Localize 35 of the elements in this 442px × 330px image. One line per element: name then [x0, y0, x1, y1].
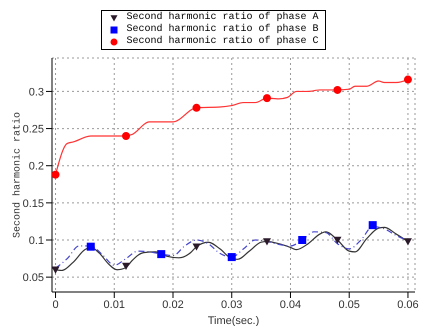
legend-label: Second harmonic ratio of phase C — [126, 36, 319, 48]
legend-label: Second harmonic ratio of phase B — [126, 24, 319, 36]
x-axis-title: Time(sec.) — [208, 315, 260, 327]
point — [298, 236, 306, 244]
x-tick-label: 0 — [52, 298, 59, 311]
point — [368, 221, 377, 230]
point — [404, 76, 412, 84]
y-axis-title: Second harmonic ratio — [12, 112, 24, 238]
y-tick-label: 0.1 — [28, 234, 44, 247]
point — [404, 238, 412, 246]
x-tick-label: 0.06 — [397, 298, 419, 311]
point — [192, 243, 200, 251]
point — [262, 238, 271, 246]
x-tick-label: 0.02 — [162, 298, 184, 311]
point — [262, 94, 271, 102]
point — [122, 132, 130, 140]
x-tick-label: 0.03 — [221, 298, 242, 311]
y-tick-label: 0.05 — [22, 272, 44, 284]
x-tick-label: 0.05 — [338, 298, 360, 311]
x-tick-label: 0.04 — [280, 298, 302, 311]
point — [228, 253, 236, 262]
point — [157, 250, 166, 258]
y-tick-label: 0.3 — [28, 86, 44, 98]
point — [333, 86, 342, 94]
point — [192, 104, 200, 112]
y-tick-label: 0.15 — [22, 198, 44, 210]
point — [86, 242, 95, 251]
point — [122, 262, 130, 270]
y-tick-label: 0.2 — [28, 160, 44, 173]
x-tick-label: 0.01 — [104, 298, 125, 311]
point — [52, 266, 60, 274]
point — [52, 170, 60, 179]
point — [333, 236, 342, 244]
legend-label: Second harmonic ratio of phase A — [126, 12, 319, 24]
y-tick-label: 0.25 — [22, 123, 44, 136]
